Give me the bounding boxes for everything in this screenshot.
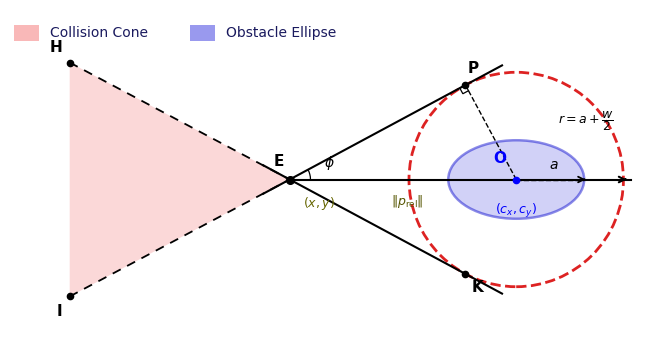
Text: I: I — [56, 304, 62, 319]
Text: O: O — [493, 151, 506, 166]
Ellipse shape — [448, 140, 584, 219]
Text: $(x,y)$: $(x,y)$ — [304, 195, 335, 211]
Text: E: E — [274, 154, 284, 169]
Text: $r = a + \dfrac{w}{2}$: $r = a + \dfrac{w}{2}$ — [557, 109, 614, 133]
Text: $\phi$: $\phi$ — [324, 154, 334, 172]
Text: $\|p_{\mathrm{rel}}\|$: $\|p_{\mathrm{rel}}\|$ — [391, 193, 423, 210]
Text: H: H — [50, 40, 62, 55]
Legend: Collision Cone, Obstacle Ellipse: Collision Cone, Obstacle Ellipse — [10, 20, 340, 45]
Text: $a$: $a$ — [549, 158, 559, 172]
Polygon shape — [70, 62, 289, 297]
Text: $(c_x, c_y)$: $(c_x, c_y)$ — [495, 202, 537, 220]
Text: K: K — [472, 280, 483, 295]
Text: P: P — [468, 61, 479, 76]
